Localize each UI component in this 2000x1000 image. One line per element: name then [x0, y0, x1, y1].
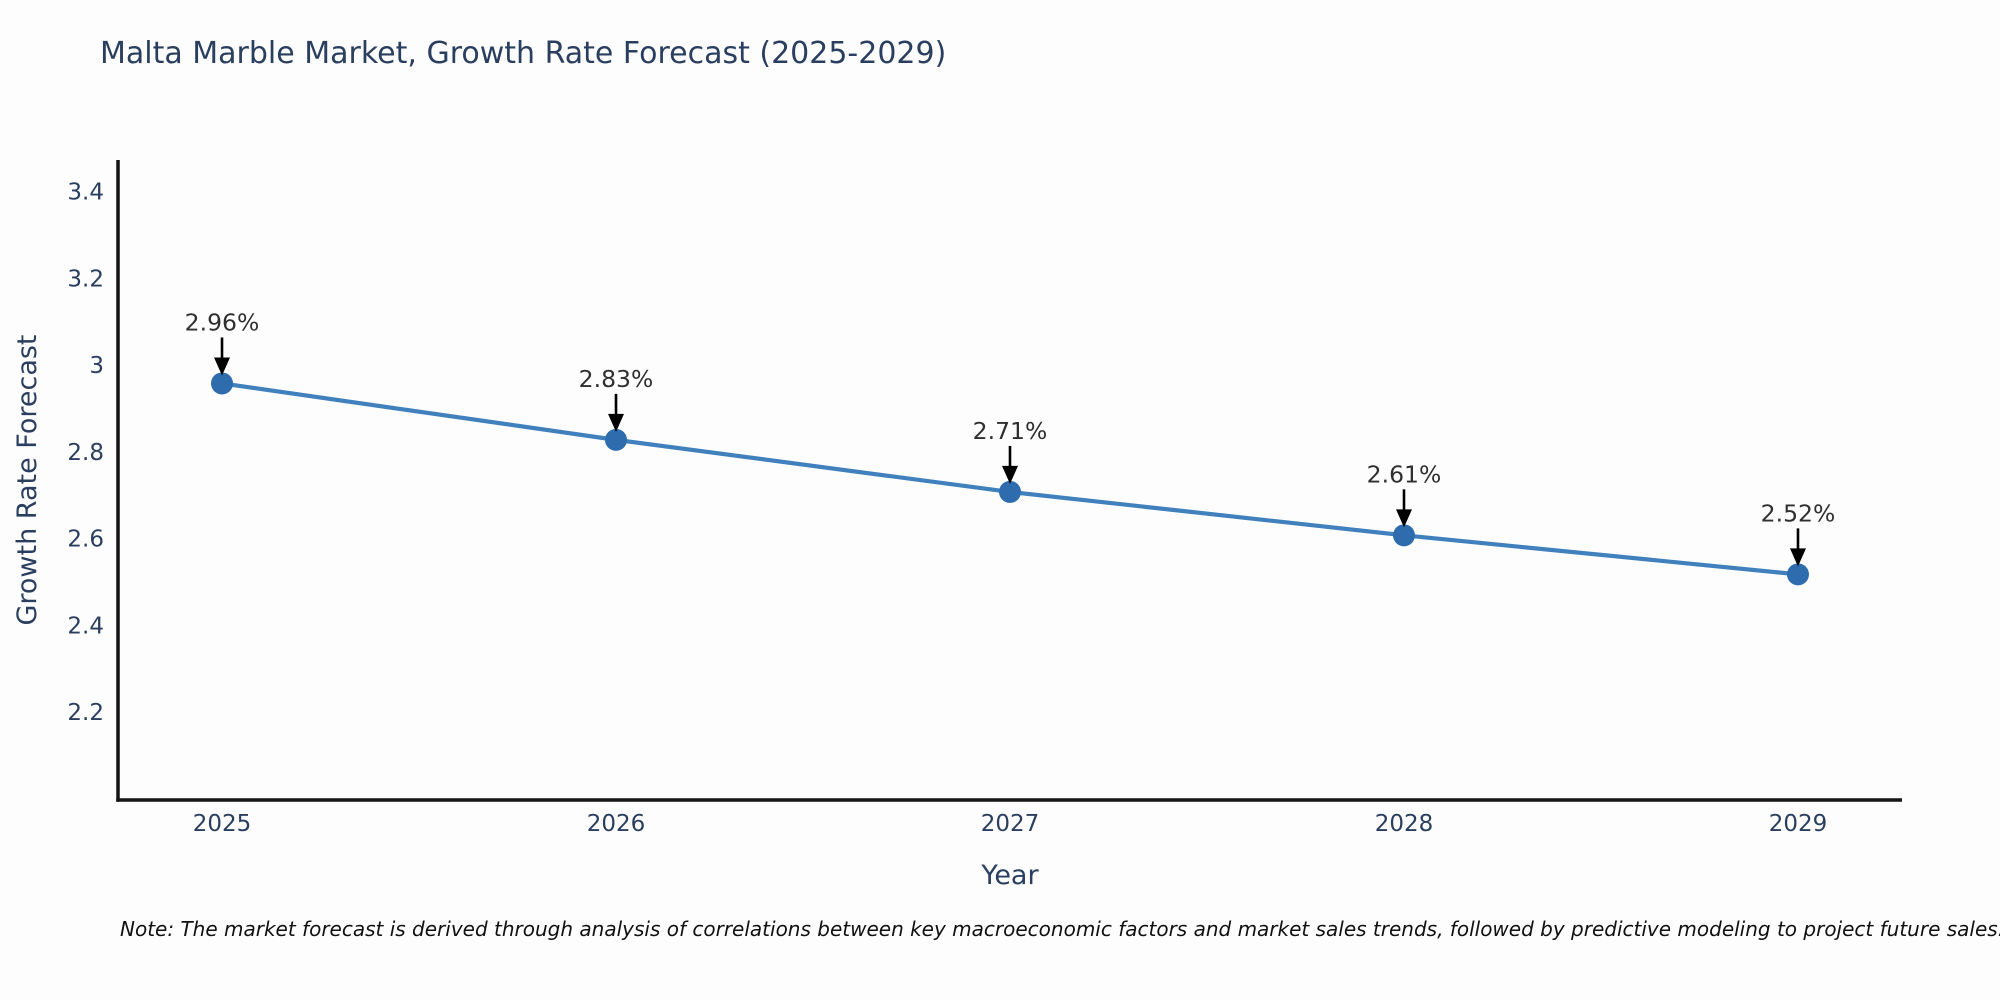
y-tick-label: 3 [89, 353, 104, 379]
x-tick-label: 2027 [981, 811, 1040, 837]
annotation-arrow-head [214, 357, 231, 376]
data-point-marker [605, 428, 628, 451]
x-tick-label: 2029 [1769, 811, 1828, 837]
annotation-arrow-head [1002, 465, 1018, 484]
x-tick-label: 2028 [1375, 811, 1434, 837]
chart-title: Malta Marble Market, Growth Rate Forecas… [100, 36, 947, 71]
y-tick-label: 2.6 [67, 527, 104, 553]
footnote: Note: The market forecast is derived thr… [120, 917, 2000, 941]
data-point-marker [211, 372, 234, 395]
y-tick-label: 2.2 [67, 700, 104, 726]
data-point-label: 2.52% [1761, 499, 1836, 527]
data-point-marker [999, 480, 1021, 503]
y-tick-label: 2.4 [67, 613, 104, 639]
y-tick-label: 3.2 [67, 266, 104, 292]
data-point-label: 2.83% [579, 365, 654, 393]
data-point-label: 2.96% [185, 308, 260, 336]
x-tick-label: 2025 [193, 811, 252, 837]
data-point-marker [1392, 524, 1415, 547]
x-axis-title: Year [980, 860, 1039, 891]
data-point-marker [1786, 563, 1809, 586]
annotation-arrow-head [1395, 509, 1412, 528]
y-axis-title: Growth Rate Forecast [12, 334, 43, 625]
x-tick-label: 2026 [587, 811, 646, 837]
data-point-label: 2.61% [1367, 460, 1442, 488]
y-tick-label: 2.8 [67, 440, 104, 466]
annotation-arrow-head [1789, 548, 1806, 567]
y-tick-label: 3.4 [67, 180, 104, 206]
annotation-arrow-head [608, 413, 625, 432]
data-point-label: 2.71% [973, 417, 1048, 445]
